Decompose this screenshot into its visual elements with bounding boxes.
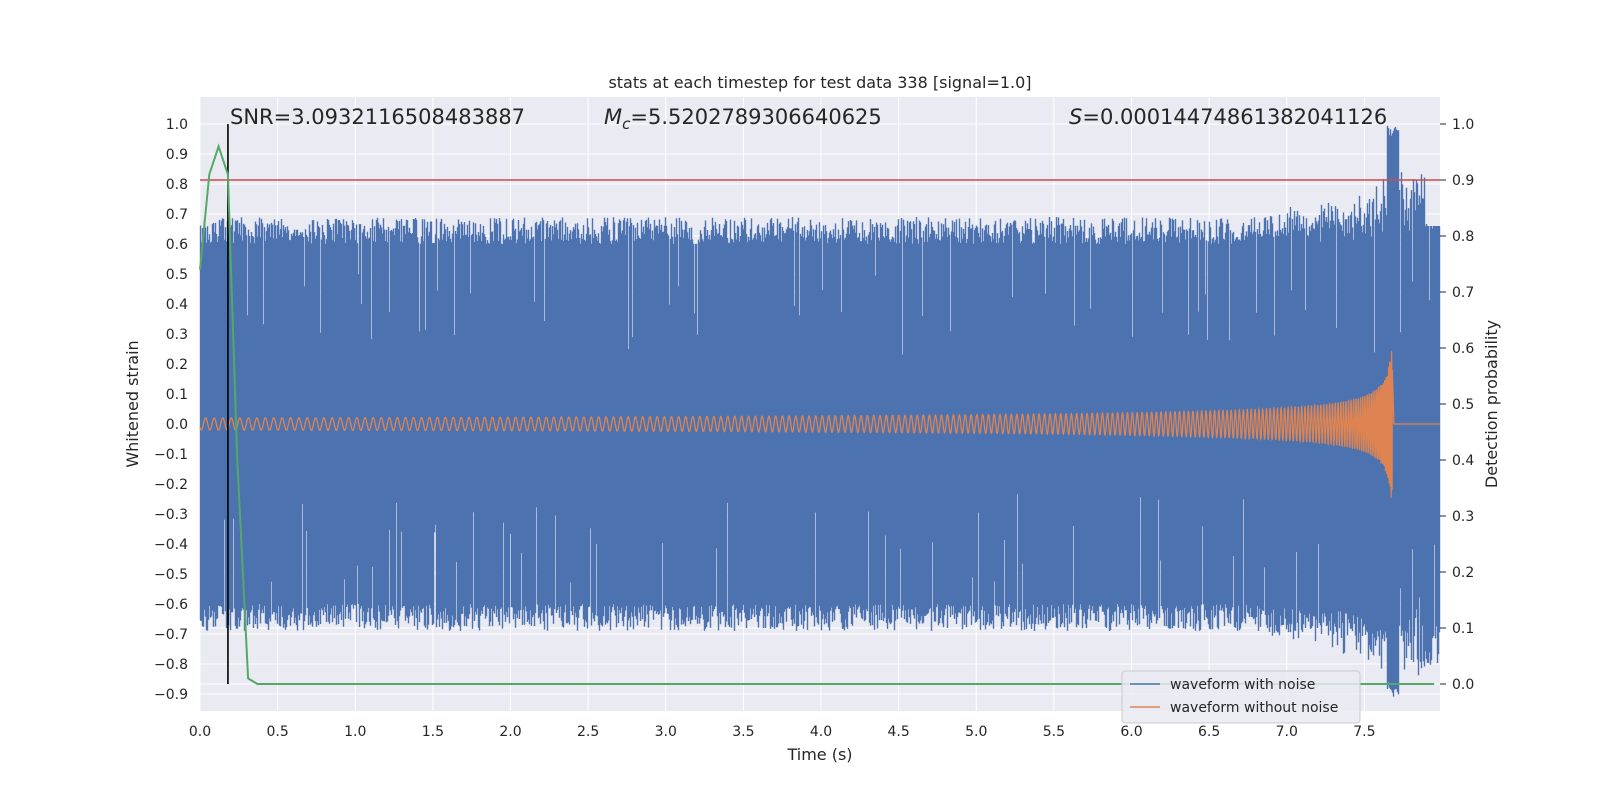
overlay-lines xyxy=(199,124,1440,685)
x-tick-label: 6.5 xyxy=(1198,724,1220,740)
y2-tick-label: 0.5 xyxy=(1452,397,1474,413)
legend: waveform with noise waveform without noi… xyxy=(1121,670,1361,724)
s-value: =0.00014474861382041126 xyxy=(1082,105,1387,129)
y2-tick-label: 0.6 xyxy=(1452,341,1474,357)
x-tick-label: 7.0 xyxy=(1276,724,1298,740)
y2-axis-ticks: 1.0 0.9 0.8 0.7 0.6 0.5 0.4 0.3 0.2 0.1 0.0 xyxy=(1440,117,1474,693)
legend-label-clean: waveform without noise xyxy=(1170,700,1338,716)
y2-tick-label: 1.0 xyxy=(1452,117,1474,133)
y-tick-label: 0.1 xyxy=(166,387,188,403)
y-tick-label: −0.8 xyxy=(154,657,188,673)
y2-axis-label: Detection probability xyxy=(1482,320,1501,488)
y-tick-label: 0.8 xyxy=(166,177,188,193)
y2-tick-label: 0.7 xyxy=(1452,285,1474,301)
y-tick-label: 0.9 xyxy=(166,147,188,163)
x-tick-label: 4.0 xyxy=(810,724,832,740)
legend-label-noise: waveform with noise xyxy=(1170,677,1315,693)
y-tick-label: 0.3 xyxy=(166,327,188,343)
x-tick-label: 1.5 xyxy=(422,724,444,740)
y-tick-label: 0.4 xyxy=(166,297,188,313)
x-tick-label: 7.5 xyxy=(1353,724,1375,740)
y2-tick-label: 0.9 xyxy=(1452,173,1474,189)
y-tick-label: −0.1 xyxy=(154,447,188,463)
s-annotation: S=0.00014474861382041126 xyxy=(1069,105,1387,129)
x-tick-label: 3.0 xyxy=(655,724,677,740)
x-tick-label: 2.5 xyxy=(577,724,599,740)
mc-symbol: M xyxy=(604,105,622,129)
detection-probability-line xyxy=(199,143,1435,685)
clean-waveform-line xyxy=(199,351,1440,498)
y-tick-label: 0.7 xyxy=(166,207,188,223)
legend-box xyxy=(1121,670,1361,724)
x-tick-label: 5.5 xyxy=(1043,724,1065,740)
y-tick-label: 1.0 xyxy=(166,117,188,133)
mc-value: =5.5202789306640625 xyxy=(630,105,881,129)
y-tick-label: 0.6 xyxy=(166,237,188,253)
snr-annotation: SNR=3.0932116508483887 xyxy=(230,105,525,129)
y-tick-label: −0.5 xyxy=(154,567,188,583)
y-tick-label: 0.2 xyxy=(166,357,188,373)
y-tick-label: −0.3 xyxy=(154,507,188,523)
mc-subscript: c xyxy=(622,115,631,133)
x-tick-label: 6.0 xyxy=(1120,724,1142,740)
y-axis-ticks: 1.0 0.9 0.8 0.7 0.6 0.5 0.4 0.3 0.2 0.1 0.0 −0.1 −0.… xyxy=(154,117,188,703)
x-tick-label: 1.0 xyxy=(344,724,366,740)
x-tick-label: 5.0 xyxy=(965,724,987,740)
y-tick-label: −0.6 xyxy=(154,597,188,613)
y-tick-label: −0.2 xyxy=(154,477,188,493)
y-tick-label: −0.4 xyxy=(154,537,188,553)
y2-tick-label: 0.4 xyxy=(1452,453,1474,469)
x-tick-label: 2.0 xyxy=(499,724,521,740)
y-tick-label: −0.7 xyxy=(154,627,188,643)
x-axis-ticks: 0.0 0.5 1.0 1.5 2.0 2.5 3.0 3.5 4.0 4.5 5.0 5.5 6.0 6… xyxy=(189,724,1376,740)
x-tick-label: 3.5 xyxy=(732,724,754,740)
chart-title: stats at each timestep for test data 338… xyxy=(608,73,1031,92)
y-tick-label: 0.5 xyxy=(166,267,188,283)
x-tick-label: 0.0 xyxy=(189,724,211,740)
x-tick-label: 4.5 xyxy=(887,724,909,740)
y2-tick-label: 0.1 xyxy=(1452,621,1474,637)
x-tick-label: 0.5 xyxy=(266,724,288,740)
y2-tick-label: 0.8 xyxy=(1452,229,1474,245)
series-waveform-without-noise xyxy=(199,351,1440,498)
y-tick-label: 0.0 xyxy=(166,417,188,433)
y2-tick-label: 0.0 xyxy=(1452,677,1474,693)
y-axis-label: Whitened strain xyxy=(123,340,142,467)
x-axis-label: Time (s) xyxy=(786,745,852,764)
y2-tick-label: 0.2 xyxy=(1452,565,1474,581)
chirp-mass-annotation: Mc=5.5202789306640625 xyxy=(604,105,882,133)
y-tick-label: −0.9 xyxy=(154,687,188,703)
s-symbol: S xyxy=(1069,105,1082,129)
y2-tick-label: 0.3 xyxy=(1452,509,1474,525)
